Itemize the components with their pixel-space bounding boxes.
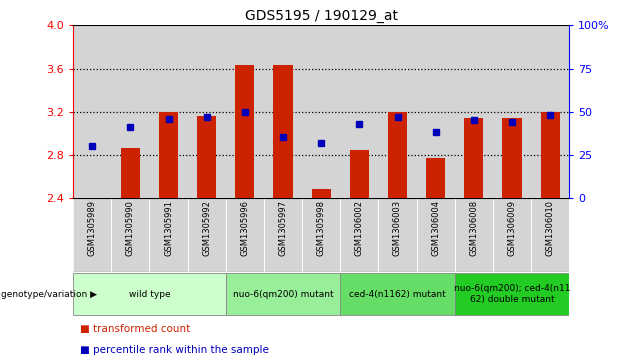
Bar <box>149 25 188 198</box>
Bar <box>302 198 340 272</box>
Bar <box>73 273 226 315</box>
Bar <box>388 111 407 198</box>
Text: nuo-6(qm200) mutant: nuo-6(qm200) mutant <box>233 290 333 298</box>
Bar <box>426 158 445 198</box>
Bar <box>73 198 111 272</box>
Bar <box>273 65 293 198</box>
Title: GDS5195 / 190129_at: GDS5195 / 190129_at <box>245 9 398 23</box>
Text: GSM1305996: GSM1305996 <box>240 200 249 256</box>
Text: GSM1306009: GSM1306009 <box>508 200 516 256</box>
Bar <box>264 25 302 198</box>
Bar <box>197 116 216 198</box>
Bar <box>493 198 531 272</box>
Text: GSM1306008: GSM1306008 <box>469 200 478 256</box>
Text: GSM1306002: GSM1306002 <box>355 200 364 256</box>
Text: ■ percentile rank within the sample: ■ percentile rank within the sample <box>80 345 268 355</box>
Bar <box>226 273 340 315</box>
Bar <box>378 198 417 272</box>
Bar <box>340 25 378 198</box>
Text: GSM1305990: GSM1305990 <box>126 200 135 256</box>
Text: GSM1305998: GSM1305998 <box>317 200 326 256</box>
Bar <box>378 25 417 198</box>
Bar <box>312 189 331 198</box>
Bar <box>121 148 140 198</box>
Bar <box>111 25 149 198</box>
Bar <box>149 198 188 272</box>
Bar <box>159 111 178 198</box>
Text: GSM1306004: GSM1306004 <box>431 200 440 256</box>
Bar <box>417 25 455 198</box>
Bar <box>111 198 149 272</box>
Bar <box>73 25 111 198</box>
Bar <box>188 198 226 272</box>
Text: GSM1305997: GSM1305997 <box>279 200 287 256</box>
Bar <box>455 273 569 315</box>
Bar <box>226 25 264 198</box>
Bar <box>464 118 483 198</box>
Bar <box>302 25 340 198</box>
Bar <box>502 118 522 198</box>
Bar <box>417 198 455 272</box>
Text: GSM1306010: GSM1306010 <box>546 200 555 256</box>
Text: wild type: wild type <box>128 290 170 298</box>
Text: nuo-6(qm200); ced-4(n11
62) double mutant: nuo-6(qm200); ced-4(n11 62) double mutan… <box>453 284 570 304</box>
Bar <box>340 273 455 315</box>
Bar <box>493 25 531 198</box>
Bar <box>455 25 493 198</box>
Bar <box>226 198 264 272</box>
Text: GSM1305992: GSM1305992 <box>202 200 211 256</box>
Text: ■ transformed count: ■ transformed count <box>80 324 190 334</box>
Bar <box>340 198 378 272</box>
Bar <box>541 111 560 198</box>
Bar <box>188 25 226 198</box>
Text: GSM1306003: GSM1306003 <box>393 200 402 256</box>
Bar <box>531 198 569 272</box>
Text: ced-4(n1162) mutant: ced-4(n1162) mutant <box>349 290 446 298</box>
Bar <box>455 198 493 272</box>
Bar <box>235 65 254 198</box>
Bar <box>531 25 569 198</box>
Bar <box>264 198 302 272</box>
Text: GSM1305989: GSM1305989 <box>88 200 97 256</box>
Text: GSM1305991: GSM1305991 <box>164 200 173 256</box>
Text: genotype/variation ▶: genotype/variation ▶ <box>1 290 97 298</box>
Bar <box>350 150 369 198</box>
